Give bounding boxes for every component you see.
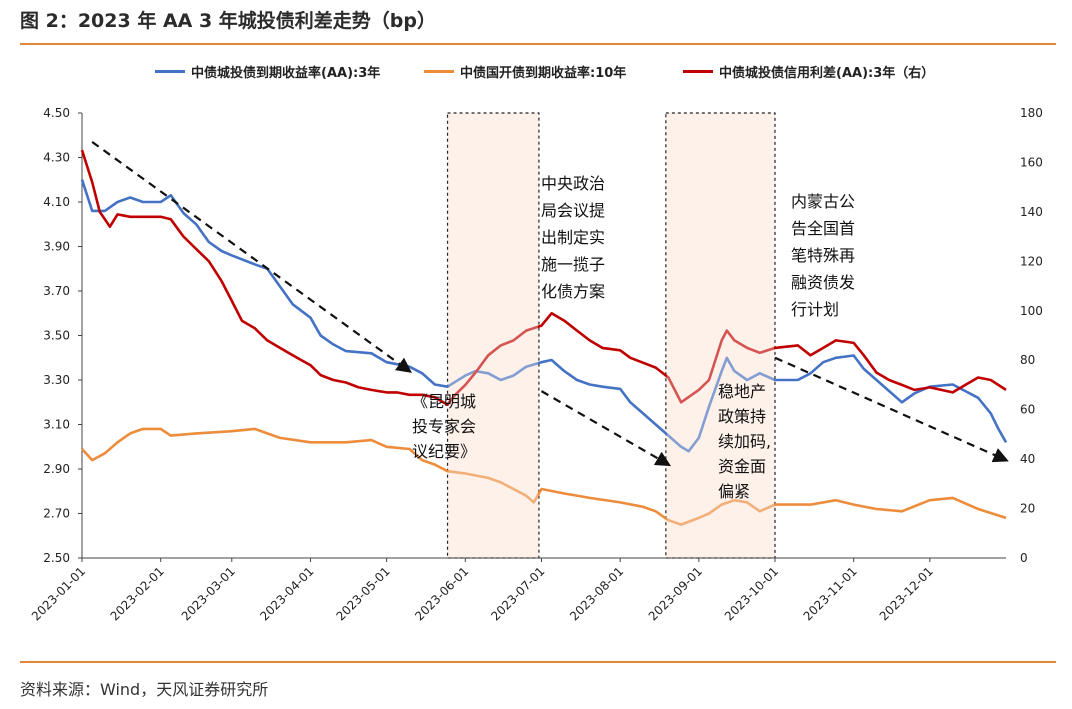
y-left-tick-label: 4.30 xyxy=(43,151,70,165)
y-right-tick-label: 0 xyxy=(1020,551,1028,565)
annotation-line: 稳地产 xyxy=(718,382,766,401)
y-left-tick-label: 3.10 xyxy=(43,418,70,432)
trend-arrow-3 xyxy=(774,356,1009,463)
legend-item-red: 中债城投债信用利差(AA):3年（右） xyxy=(683,62,934,81)
y-left-tick-label: 4.10 xyxy=(43,195,70,209)
legend-label: 中债城投债信用利差(AA):3年（右） xyxy=(719,66,935,81)
legend-label: 中债城投债到期收益率(AA):3年 xyxy=(191,66,381,81)
y-right-tick-label: 60 xyxy=(1020,403,1035,417)
series-lines xyxy=(80,114,1008,557)
y-right-tick-label: 120 xyxy=(1020,254,1043,268)
annotation-line: 中央政治 xyxy=(541,174,605,193)
trend-arrow-2 xyxy=(540,390,672,467)
y-left-tick-label: 2.90 xyxy=(43,462,70,476)
annotation-line: 政策持 xyxy=(718,407,766,426)
annotation-text-3: 中央政治局会议提出制定实施一揽子化债方案 xyxy=(541,174,605,301)
shaded-regions xyxy=(446,112,776,559)
legend-item-blue: 中债城投债到期收益率(AA):3年 xyxy=(155,62,380,81)
shaded-region-2 xyxy=(665,112,776,559)
annotation-line: 化债方案 xyxy=(541,282,605,301)
source-rule xyxy=(20,661,1056,663)
y-left-tick-label: 3.90 xyxy=(43,240,70,254)
x-tick-label: 2023-11-01 xyxy=(801,564,860,623)
y-right-tick-label: 40 xyxy=(1020,452,1035,466)
y-right-tick-label: 180 xyxy=(1020,106,1043,120)
annotation-line: 局会议提 xyxy=(541,201,605,220)
y-left-tick-label: 2.50 xyxy=(43,551,70,565)
legend-swatch xyxy=(424,70,454,73)
y-right-tick-label: 100 xyxy=(1020,304,1043,318)
annotation-text-2: 稳地产政策持续加码, 资金面偏紧 xyxy=(718,382,771,501)
annotation-line: 投专家会 xyxy=(412,417,476,436)
legend-swatch xyxy=(155,70,185,73)
annotations: 《昆明城投专家会议纪要》 稳地产政策持续加码, 资金面偏紧 中央政治局会议提出制定实施… xyxy=(412,174,855,501)
y-right-tick-label: 160 xyxy=(1020,155,1043,169)
chart-title: 图 2：2023 年 AA 3 年城投债利差走势（bp） xyxy=(20,10,437,32)
series-line-3 xyxy=(80,149,1007,407)
series-line-1 xyxy=(80,179,1008,453)
legend-swatch xyxy=(683,70,713,73)
y-right-tick-label: 20 xyxy=(1020,502,1035,516)
annotation-line: 内蒙古公 xyxy=(791,192,855,211)
x-tick-label: 2023-03-01 xyxy=(179,564,238,623)
annotation-line: 融资债发 xyxy=(791,273,855,292)
x-tick-label: 2023-01-01 xyxy=(29,564,88,623)
annotation-line: 行计划 xyxy=(791,300,839,319)
trend-arrow-1 xyxy=(91,141,412,373)
x-tick-label: 2023-06-01 xyxy=(412,564,471,623)
y-right-tick-label: 80 xyxy=(1020,353,1035,367)
x-tick-label: 2023-05-01 xyxy=(334,564,393,623)
y-left-tick-label: 3.50 xyxy=(43,329,70,343)
y-left-tick-label: 2.70 xyxy=(43,507,70,521)
annotation-line: 告全国首 xyxy=(791,219,855,238)
x-tick-label: 2023-07-01 xyxy=(488,564,547,623)
x-tick-label: 2023-09-01 xyxy=(646,564,705,623)
line-chart: 4.50 4.30 4.10 3.90 3.70 3.50 3.30 3.10 2.90 2.70… xyxy=(29,106,1043,623)
trend-arrows xyxy=(91,141,1009,467)
annotation-line: 出制定实 xyxy=(541,228,605,247)
x-tick-label: 2023-02-01 xyxy=(108,564,167,623)
legend-item-orange: 中债国开债到期收益率:10年 xyxy=(424,62,626,81)
y-left-tick-label: 3.30 xyxy=(43,373,70,387)
y-left-tick-label: 4.50 xyxy=(43,106,70,120)
shade-overlay-2 xyxy=(666,114,774,557)
title-rule xyxy=(20,43,1056,45)
annotation-line: 续加码, xyxy=(718,432,771,451)
annotation-text-4: 内蒙古公告全国首笔特殊再融资债发行计划 xyxy=(791,192,855,319)
source-note: 资料来源：Wind，天风证券研究所 xyxy=(20,680,269,699)
shaded-region-1 xyxy=(446,112,540,559)
annotation-line: 笔特殊再 xyxy=(791,246,855,265)
x-tick-label: 2023-10-01 xyxy=(722,564,781,623)
chart-legend: 中债城投债到期收益率(AA):3年 中债国开债到期收益率:10年 中债城投债信用… xyxy=(0,62,1072,82)
x-tick-label: 2023-08-01 xyxy=(567,564,626,623)
series-line-2 xyxy=(81,427,1007,526)
annotation-line: 《昆明城 xyxy=(412,392,476,411)
y-left-tick-label: 3.70 xyxy=(43,284,70,298)
x-tick-label: 2023-12-01 xyxy=(877,564,936,623)
y-right-tick-label: 140 xyxy=(1020,205,1043,219)
annotation-line: 资金面 xyxy=(718,457,766,476)
x-tick-label: 2023-04-01 xyxy=(257,564,316,623)
annotation-line: 偏紧 xyxy=(718,482,750,501)
annotation-line: 施一揽子 xyxy=(541,255,605,274)
annotation-line: 议纪要》 xyxy=(412,442,476,461)
annotation-text-1: 《昆明城投专家会议纪要》 xyxy=(412,392,476,461)
shade-overlay-1 xyxy=(448,114,538,557)
legend-label: 中债国开债到期收益率:10年 xyxy=(460,66,627,81)
